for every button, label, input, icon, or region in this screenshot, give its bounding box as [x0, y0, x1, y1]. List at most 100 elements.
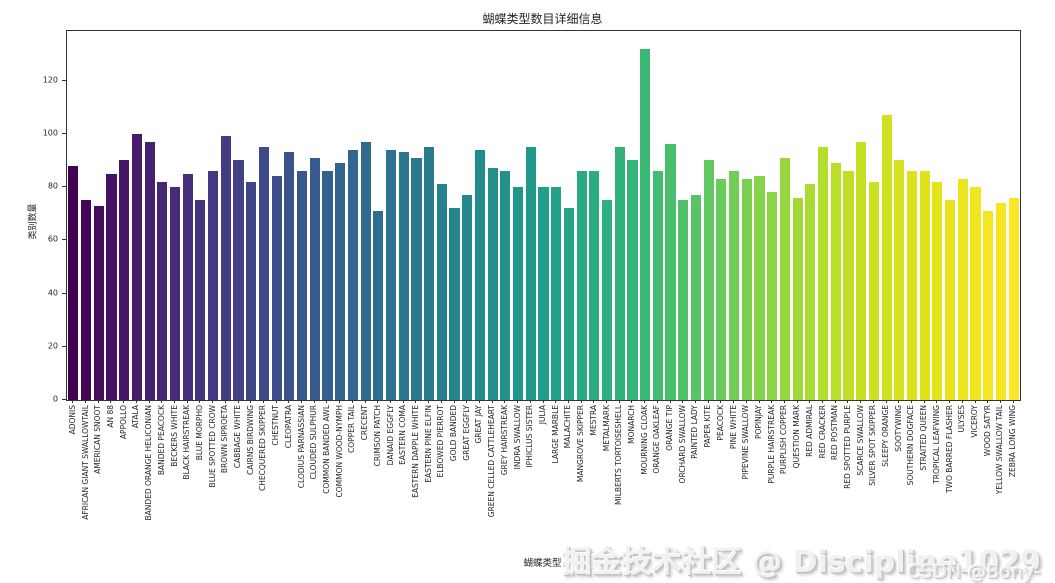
bar [830, 163, 841, 400]
x-tick [85, 400, 87, 403]
y-tick [62, 79, 66, 81]
bar [169, 187, 181, 400]
x-tick [466, 400, 468, 403]
x-tick [199, 400, 201, 403]
x-tick [682, 400, 684, 403]
x-tick-label: CLOUDED SULPHUR [309, 405, 319, 480]
x-tick-label: DANAID EGGFLY [385, 405, 395, 466]
bar [385, 149, 397, 400]
plot-area [66, 30, 1021, 401]
bar [208, 171, 219, 400]
bar [513, 187, 524, 400]
x-tick [542, 400, 544, 403]
x-tick-label: EASTERN COMA [398, 405, 408, 465]
x-tick [390, 400, 392, 403]
bar [754, 176, 765, 400]
x-tick [402, 400, 404, 403]
x-tick-label: COMMON BANDED AWL [321, 405, 331, 494]
bar [424, 147, 435, 400]
y-tick [62, 239, 66, 241]
x-tick-label: PURPLISH COPPER [779, 405, 789, 475]
x-tick [313, 400, 315, 403]
x-tick-label: BANDED PEACOCK [156, 405, 166, 476]
bar [983, 210, 994, 400]
x-tick-label: CRECENT [360, 405, 370, 441]
x-tick [898, 400, 900, 403]
x-tick-label: LARGE MARBLE [550, 405, 560, 464]
x-tick-label: GREAT JAY [474, 405, 484, 444]
x-tick-label: POPINJAY [754, 405, 763, 439]
bar [195, 200, 206, 400]
y-tick-label: 120 [42, 75, 58, 85]
x-tick-label: PAPER KITE [703, 405, 713, 448]
x-tick-label: TROPICAL LEAFWING [931, 405, 941, 484]
x-tick-label: MILBERTS TORTOISESHELL [614, 405, 624, 505]
x-tick-label: CHESTNUT [271, 405, 281, 446]
bar [258, 147, 270, 400]
bar [881, 115, 892, 400]
bar [1008, 197, 1019, 400]
bar [627, 160, 638, 400]
x-tick-label: AFRICAN GIANT SWALLOWTAIL [80, 405, 90, 520]
x-tick [694, 400, 696, 403]
x-tick [593, 400, 595, 403]
x-tick-label: GREY HAIRSTREAK [499, 405, 509, 476]
x-tick [275, 400, 277, 403]
y-tick-label: 60 [47, 234, 58, 244]
bar [919, 171, 930, 400]
x-tick [301, 400, 303, 403]
x-tick-label: GOLD BANDED [449, 405, 459, 462]
x-tick [478, 400, 480, 403]
x-tick-label: EASTERN PINE ELFIN [423, 405, 433, 483]
x-tick-label: IPHICLUS SISTER [525, 405, 535, 468]
x-tick-label: RED ADMIRAL [804, 405, 814, 457]
x-tick [174, 400, 175, 403]
x-tick [707, 400, 709, 403]
bar [970, 187, 981, 400]
x-tick [415, 400, 417, 403]
x-tick [860, 400, 862, 403]
bar [360, 141, 371, 400]
x-tick [491, 400, 493, 403]
x-tick [123, 400, 125, 403]
bar [563, 208, 574, 400]
bar [220, 136, 231, 400]
x-tick [733, 400, 735, 403]
x-tick [771, 400, 773, 403]
x-tick [97, 400, 99, 403]
y-tick [62, 292, 66, 294]
bar [525, 147, 536, 400]
bar [411, 157, 422, 400]
x-tick-label: COMMON WOOD-NYMPH [334, 405, 344, 498]
bar [284, 152, 295, 400]
bar [805, 184, 816, 400]
x-tick [720, 400, 722, 403]
x-tick [72, 400, 74, 403]
x-tick [822, 400, 824, 403]
bar [144, 141, 155, 400]
x-tick-label: ORCHARD SWALLOW [677, 405, 687, 484]
bar [640, 48, 651, 400]
x-tick [885, 400, 887, 403]
x-tick-label: JULIA [538, 405, 547, 425]
bar [398, 152, 409, 400]
watermark-secondary: CSDN @Bony- [907, 561, 1041, 583]
y-axis-label: 类别数量 [28, 203, 39, 240]
x-tick-label: APPOLLO [118, 405, 128, 440]
y-tick [62, 399, 66, 400]
x-tick [453, 400, 455, 403]
bar [182, 173, 193, 400]
x-tick-label: ZEBRA LONG WING [1008, 405, 1018, 478]
bar [487, 168, 498, 400]
bar [551, 187, 562, 400]
y-tick-label: 100 [42, 128, 58, 138]
x-tick [949, 400, 951, 403]
x-tick [250, 400, 252, 403]
bar [906, 171, 918, 400]
x-tick-label: CHECQUERED SKIPPER [258, 405, 268, 491]
bar [729, 171, 740, 400]
x-tick-label: PURPLE HAIRSTREAK [766, 405, 776, 484]
x-tick-label: PINE WHITE [728, 405, 738, 450]
y-tick [62, 132, 66, 134]
x-tick-label: CAIRNS BIRDWING [245, 405, 255, 475]
